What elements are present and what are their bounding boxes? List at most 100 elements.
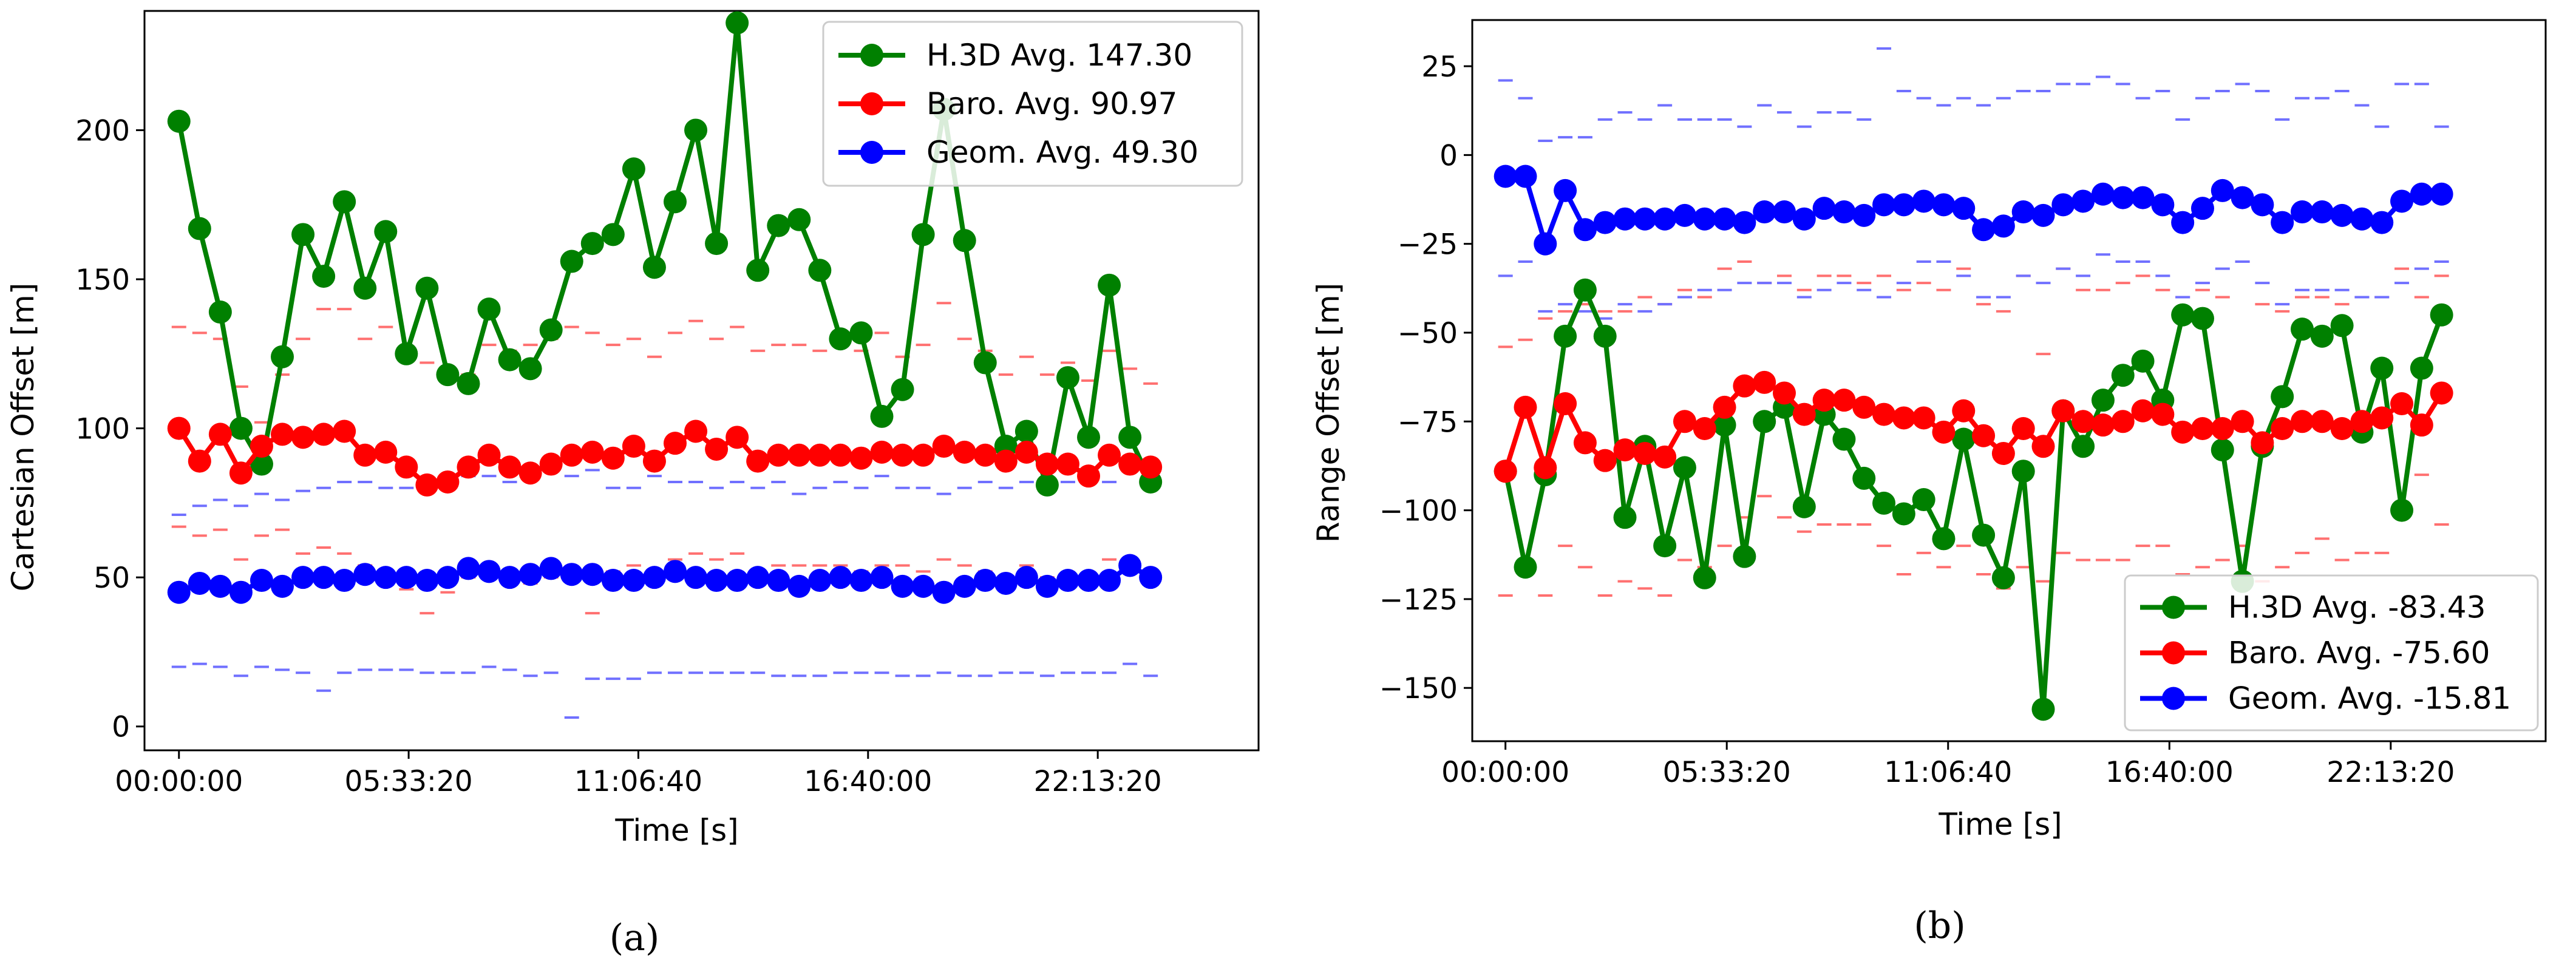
panel-a-series-1-point xyxy=(911,443,935,467)
panel-b-series-1-point xyxy=(1892,406,1915,430)
panel-a-series-1-point xyxy=(271,423,294,446)
panel-a-series-1-point xyxy=(188,449,211,473)
panel-a-series-0-point xyxy=(229,416,253,440)
panel-b-series-1-point xyxy=(2171,420,2195,444)
panel-a: Cartesian Offset [m] Time [s] (a) 00:00:… xyxy=(5,10,1260,959)
panel-b-series-1-point xyxy=(2131,399,2155,423)
panel-a-series-2-point xyxy=(312,566,336,589)
panel-b-series-2-point xyxy=(2370,211,2394,234)
panel-a-series-2-point xyxy=(374,566,398,589)
panel-a-series-1-point xyxy=(787,443,811,467)
panel-a-series-0-point xyxy=(891,378,914,401)
panel-b-series-2-point xyxy=(1633,207,1657,231)
panel-a-series-0-point xyxy=(250,452,273,476)
panel-b-series-1-point xyxy=(1494,460,1517,483)
panel-a-series-1-point xyxy=(291,426,315,449)
panel-b-series-2-point xyxy=(1494,165,1517,188)
panel-b-series-2-point xyxy=(1753,200,1776,224)
panel-b-series-0-point xyxy=(2011,460,2035,483)
panel-b-series-0-point xyxy=(1972,523,1996,547)
panel-a-series-0-point xyxy=(601,223,625,246)
panel-a-series-2-point xyxy=(891,574,914,598)
panel-a-series-1-point xyxy=(518,461,542,485)
panel-a-series-2-point xyxy=(415,569,439,592)
panel-a-series-1-point xyxy=(312,423,336,446)
panel-b-series-1-point xyxy=(1554,392,1577,416)
panel-b-series-2-point xyxy=(2330,203,2354,227)
panel-a-series-2-point xyxy=(705,569,729,592)
panel-a-series-0-point xyxy=(477,297,501,321)
panel-b-legend-marker xyxy=(2162,687,2185,710)
panel-b-series-1-point xyxy=(2310,410,2334,433)
panel-b-series-1-point xyxy=(2111,410,2135,433)
panel-b-series-1-point xyxy=(2430,381,2453,405)
panel-a-legend-label: Geom. Avg. 49.30 xyxy=(926,135,1198,170)
panel-a-series-1-point xyxy=(1077,464,1101,488)
panel-a-series-2-point xyxy=(580,563,604,586)
panel-b-series-0-point xyxy=(1952,427,1976,451)
panel-a-series-1-point xyxy=(994,449,1018,473)
panel-b-series-0-point xyxy=(2211,438,2234,462)
panel-b-series-2-point xyxy=(2031,203,2055,227)
panel-a-series-0-point xyxy=(436,363,460,387)
panel-b-series-2-point xyxy=(2291,200,2314,224)
panel-b-legend-label: Geom. Avg. -15.81 xyxy=(2228,681,2511,716)
panel-b-series-0-point xyxy=(2271,385,2294,409)
panel-a-series-1-point xyxy=(622,435,645,458)
panel-a-series-2-point xyxy=(1014,566,1038,589)
panel-a-series-2-point xyxy=(271,574,294,598)
panel-b-series-0-point xyxy=(1514,555,1537,579)
panel-b-series-0-point xyxy=(2171,303,2195,327)
panel-a-series-0-point xyxy=(333,190,356,214)
panel-a-series-2-point xyxy=(973,569,997,592)
panel-a-series-1-point xyxy=(1118,452,1142,476)
panel-b-series-2-point xyxy=(1593,211,1617,234)
panel-a-series-0-point xyxy=(870,404,894,428)
panel-b-series-1-point xyxy=(2390,392,2414,416)
panel-a-series-2-point xyxy=(684,566,708,589)
panel-a-series-2-point xyxy=(787,574,811,598)
panel-a-series-1-point xyxy=(374,440,398,464)
panel-b-series-2-point xyxy=(1912,189,1935,213)
panel-a-series-0-point xyxy=(684,118,708,142)
panel-b-legend-box xyxy=(2124,574,2539,731)
panel-a-series-0-point xyxy=(560,249,583,273)
panel-b-series-1-point xyxy=(1812,389,1836,412)
panel-a-series-0-point xyxy=(1118,426,1142,449)
panel-a-series-0-point xyxy=(374,220,398,243)
panel-a-series-1-point xyxy=(353,443,377,467)
panel-a-series-0-point xyxy=(271,345,294,368)
panel-b-ytick-label: −25 xyxy=(1398,228,1458,262)
panel-b-series-1-point xyxy=(2330,417,2354,441)
panel-b-series-2-point xyxy=(1932,193,1956,217)
panel-b-series-0-point xyxy=(2370,356,2394,380)
panel-b-series-1-point xyxy=(2011,417,2035,441)
panel-a-series-1-point xyxy=(1014,440,1038,464)
panel-b-caption: (b) xyxy=(1914,905,1965,947)
panel-a-series-2-point xyxy=(1077,569,1101,592)
panel-b-ytick-label: −50 xyxy=(1398,317,1458,350)
panel-a-series-1-point xyxy=(973,443,997,467)
panel-b-series-0-point xyxy=(1852,466,1876,490)
panel-b-series-1-point xyxy=(1932,420,1956,444)
panel-b-series-2-point xyxy=(1952,197,1976,220)
panel-b-series-2-point xyxy=(1713,207,1736,231)
panel-a-xtick-label: 11:06:40 xyxy=(574,765,702,798)
panel-b-series-1-point xyxy=(1593,449,1617,472)
panel-b-series-2-point xyxy=(2231,186,2254,209)
panel-b-series-2-point xyxy=(1613,207,1637,231)
panel-a-series-1-point xyxy=(870,440,894,464)
panel-a-series-2-point xyxy=(1035,574,1059,598)
panel-a-series-2-point xyxy=(1139,566,1163,589)
panel-a-series-1-point xyxy=(663,432,687,455)
panel-b-series-0-point xyxy=(1753,410,1776,433)
panel-a-series-0-point xyxy=(1077,426,1101,449)
panel-b-series-1-point xyxy=(2091,413,2115,437)
panel-a-series-1-point xyxy=(436,470,460,494)
panel-a-series-2-point xyxy=(953,574,976,598)
panel-a-series-0-point xyxy=(498,348,522,372)
panel-a-series-2-point xyxy=(642,566,666,589)
panel-b-series-0-point xyxy=(1613,506,1637,529)
panel-a-series-0-point xyxy=(208,300,232,324)
